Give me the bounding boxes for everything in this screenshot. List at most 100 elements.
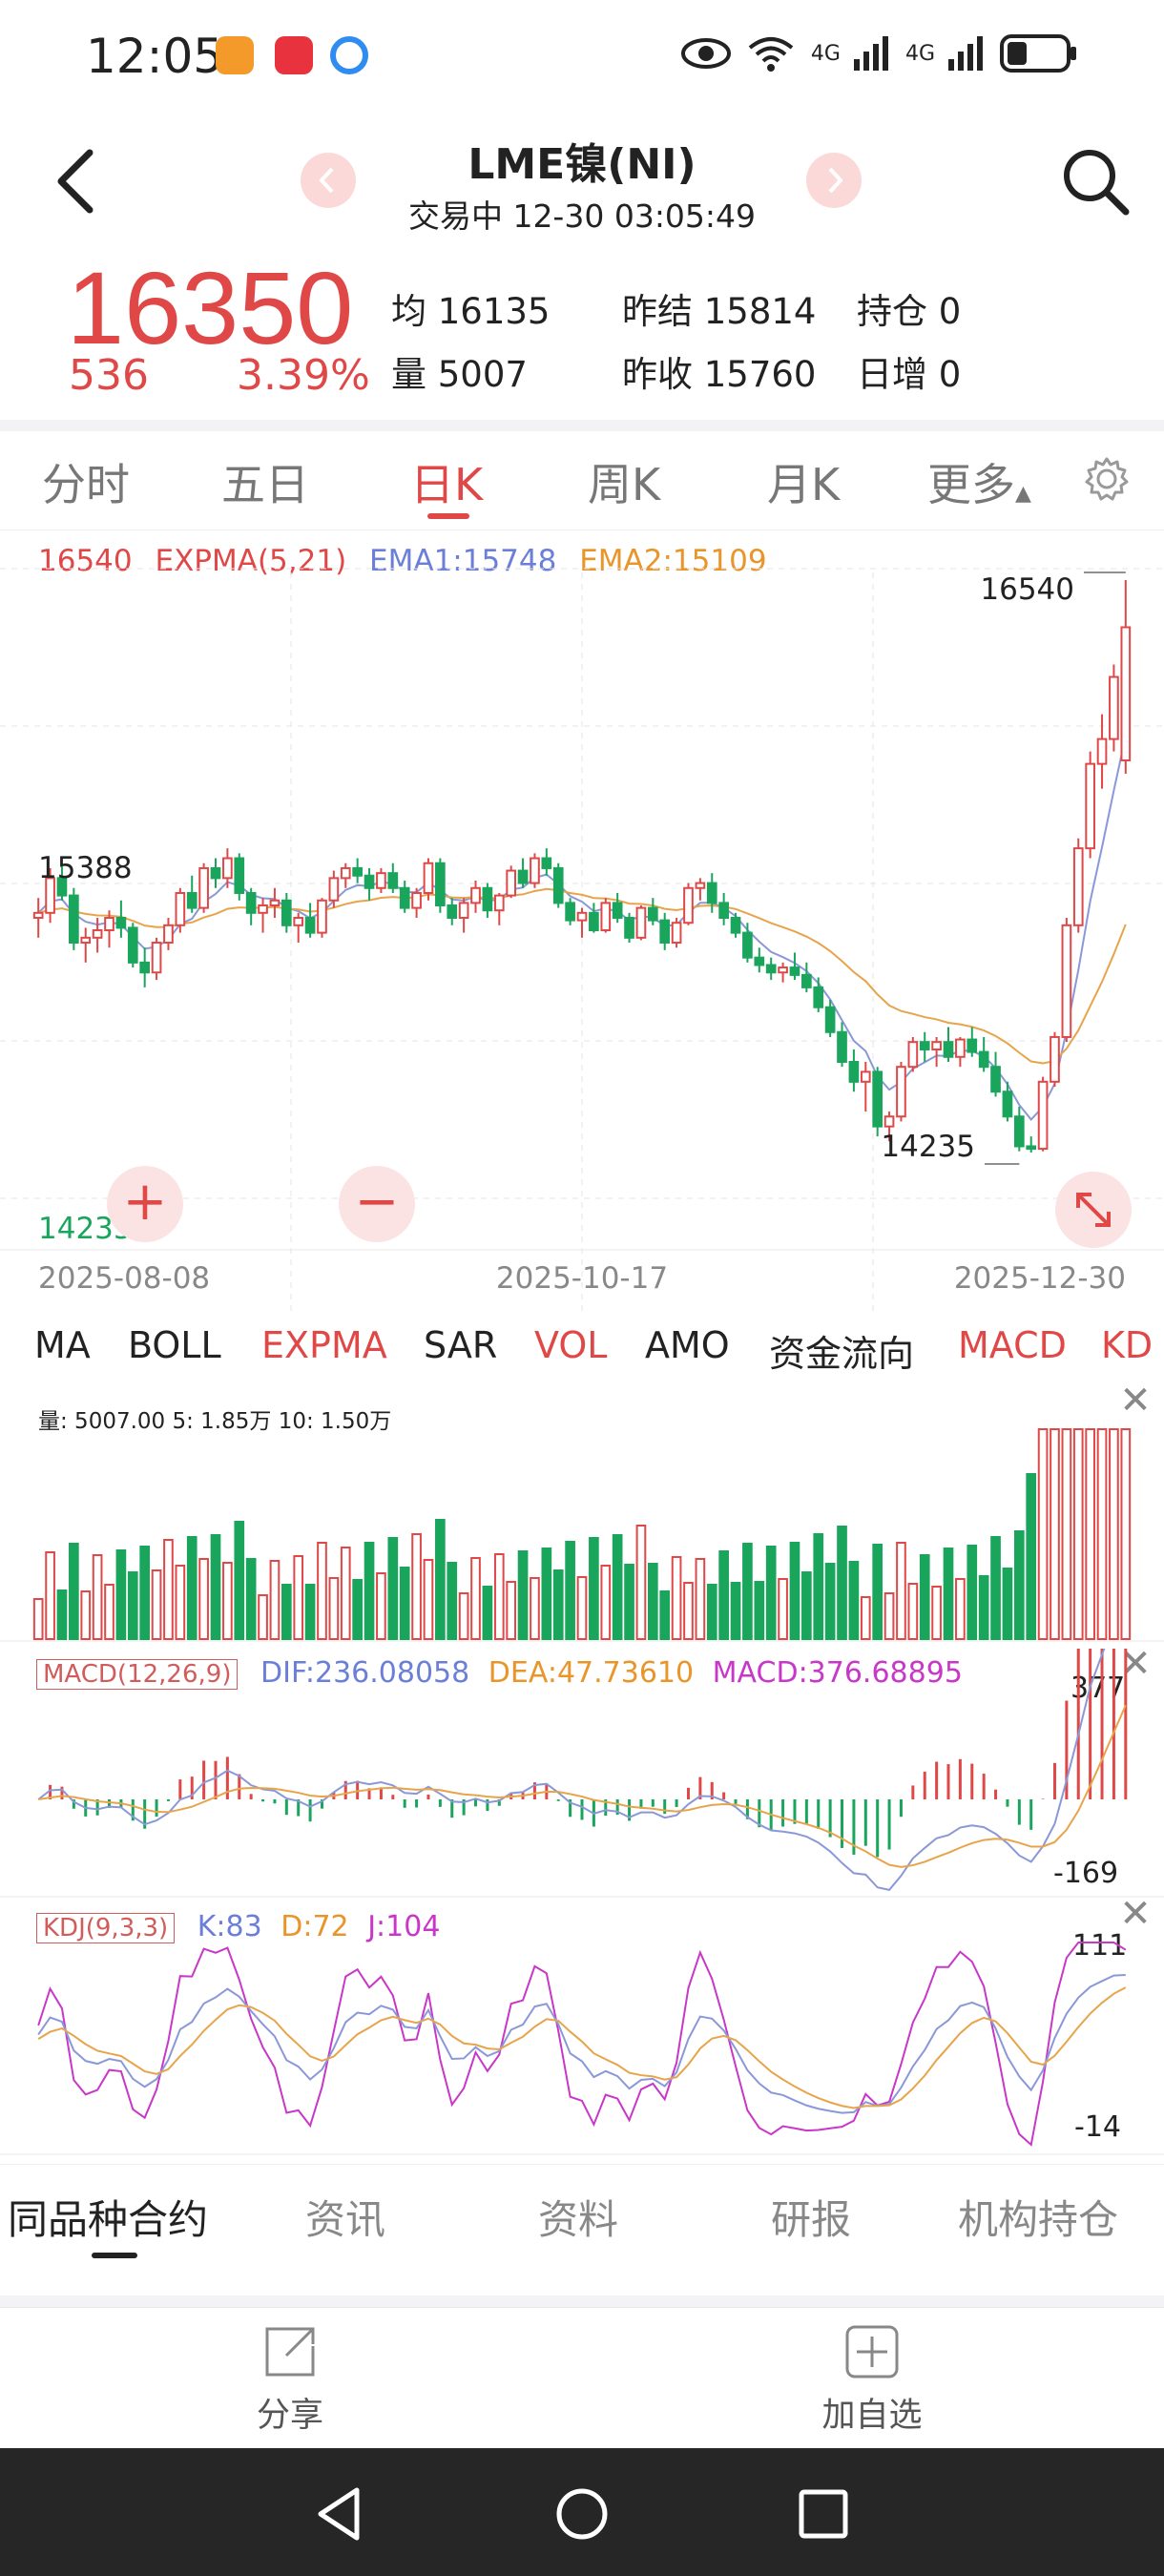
next-contract-button[interactable] bbox=[806, 153, 862, 208]
volume-bar bbox=[730, 1582, 741, 1640]
macd-panel: MACD(12,26,9) DIF:236.08058 DEA:47.73610… bbox=[0, 1645, 1164, 1899]
tab-kd[interactable]: KD bbox=[1101, 1324, 1154, 1366]
zoom-in-button[interactable]: + bbox=[107, 1166, 183, 1242]
tab-daily-k[interactable]: 日K bbox=[410, 459, 484, 510]
tab-same-variety[interactable]: 同品种合约 bbox=[8, 2196, 209, 2243]
tab-weekly-k[interactable]: 周K bbox=[588, 459, 661, 510]
kdj-j-line bbox=[37, 1942, 1127, 2147]
volume-bar bbox=[896, 1542, 906, 1640]
kdj-d: D:72 bbox=[281, 1910, 349, 1943]
volume-bar bbox=[139, 1546, 151, 1640]
candle-body bbox=[576, 911, 588, 922]
high-price-label: 16540 bbox=[980, 572, 1074, 607]
candle-body bbox=[589, 911, 599, 932]
kdj-panel: KDJ(9,3,3) K:83 D:72 J:104 ✕ 111 -14 bbox=[0, 1892, 1164, 2156]
close-volume-icon[interactable]: ✕ bbox=[1119, 1379, 1152, 1423]
tab-expma[interactable]: EXPMA bbox=[261, 1324, 387, 1366]
nav-back-icon[interactable] bbox=[307, 2481, 374, 2547]
volume-bar bbox=[576, 1576, 588, 1640]
volume-bar bbox=[955, 1578, 966, 1640]
volume-bar bbox=[589, 1537, 599, 1640]
volume-bar bbox=[493, 1553, 505, 1640]
kline-chart[interactable]: 16540 EXPMA(5,21) EMA1:15748 EMA2:15109 … bbox=[0, 534, 1164, 1317]
candle-body bbox=[127, 926, 138, 964]
plus-box-icon bbox=[845, 2325, 899, 2379]
active-tab-indicator bbox=[427, 513, 469, 519]
tab-info[interactable]: 资料 bbox=[538, 2196, 619, 2243]
kdj-d-line bbox=[37, 1986, 1127, 2109]
candle-body bbox=[565, 902, 575, 922]
prev-settle-label: 昨结 bbox=[622, 291, 693, 332]
nav-recents-icon[interactable] bbox=[790, 2481, 857, 2547]
gear-icon[interactable] bbox=[1084, 456, 1130, 502]
share-button[interactable]: 分享 bbox=[214, 2323, 366, 2437]
tab-institution-holdings[interactable]: 机构持仓 bbox=[958, 2196, 1119, 2243]
status-bar: 12:05 4G 4G bbox=[0, 0, 1164, 114]
prev-close-value: 15760 bbox=[703, 354, 817, 395]
legend-price: 16540 bbox=[38, 544, 133, 578]
tab-more[interactable]: 更多▲ bbox=[927, 450, 1031, 513]
candle-body bbox=[1050, 1035, 1060, 1083]
volume-bar bbox=[919, 1554, 930, 1640]
period-tabs: 分时 五日 日K 周K 月K 更多▲ bbox=[0, 431, 1164, 530]
tab-macd[interactable]: MACD bbox=[958, 1324, 1067, 1366]
candle-body bbox=[931, 1041, 942, 1050]
candle-body bbox=[1109, 675, 1119, 740]
candle-body bbox=[754, 956, 765, 966]
volume-bar bbox=[245, 1558, 257, 1640]
volume-plot bbox=[0, 1428, 1164, 1642]
volume-bar bbox=[293, 1555, 304, 1640]
candle-body bbox=[647, 906, 658, 922]
tab-ma[interactable]: MA bbox=[34, 1324, 91, 1366]
tab-amo[interactable]: AMO bbox=[645, 1324, 730, 1366]
volume-bar bbox=[92, 1554, 103, 1640]
volume-bar bbox=[872, 1544, 883, 1640]
tab-research[interactable]: 研报 bbox=[771, 2196, 852, 2243]
share-icon bbox=[265, 2327, 315, 2377]
candle-body bbox=[210, 866, 221, 880]
search-icon[interactable] bbox=[1059, 145, 1132, 218]
previous-contract-button[interactable] bbox=[301, 153, 356, 208]
back-arrow-icon[interactable] bbox=[48, 143, 105, 219]
status-icons: 4G 4G bbox=[680, 34, 1078, 73]
add-watchlist-button[interactable]: 加自选 bbox=[796, 2323, 948, 2437]
volume-bar bbox=[1120, 1428, 1132, 1640]
tab-five-day[interactable]: 五日 bbox=[221, 459, 309, 510]
indicator-tabs: MA BOLL EXPMA SAR VOL AMO 资金流向 MACD KD bbox=[0, 1317, 1164, 1378]
close-kdj-icon[interactable]: ✕ bbox=[1119, 1892, 1152, 1936]
tab-sar[interactable]: SAR bbox=[424, 1324, 498, 1366]
date-label: 2025-10-17 bbox=[496, 1261, 668, 1296]
volume-bar bbox=[1085, 1428, 1095, 1640]
fullscreen-button[interactable] bbox=[1055, 1172, 1132, 1248]
candle-body bbox=[695, 882, 706, 889]
volume-bar bbox=[222, 1562, 233, 1640]
candle-body bbox=[32, 911, 44, 920]
volume-panel: 量: 5007.00 5: 1.85万 10: 1.50万 ✕ bbox=[0, 1381, 1164, 1649]
volume-bar bbox=[317, 1542, 327, 1640]
tab-monthly-k[interactable]: 月K bbox=[767, 459, 841, 510]
nav-home-icon[interactable] bbox=[549, 2481, 615, 2547]
candle-body bbox=[848, 1060, 860, 1083]
tab-intraday[interactable]: 分时 bbox=[42, 459, 130, 510]
candle-body bbox=[1085, 762, 1095, 850]
volume-bar bbox=[506, 1581, 517, 1640]
tab-boll[interactable]: BOLL bbox=[128, 1324, 221, 1366]
tab-vol[interactable]: VOL bbox=[534, 1324, 608, 1366]
legend-expma: EXPMA(5,21) bbox=[155, 544, 347, 578]
mid-price-label: 15388 bbox=[38, 851, 133, 885]
caret-down-icon: ▲ bbox=[1015, 482, 1031, 506]
tab-fund-flow[interactable]: 资金流向 bbox=[769, 1333, 915, 1375]
kdj-k-line bbox=[37, 1973, 1126, 2114]
volume-bar bbox=[635, 1525, 647, 1640]
candle-body bbox=[328, 877, 340, 902]
volume-bar bbox=[967, 1545, 978, 1640]
avg-price: 均 16135 bbox=[391, 282, 550, 334]
volume-bar bbox=[671, 1556, 682, 1640]
volume-bar bbox=[435, 1519, 446, 1640]
tab-news[interactable]: 资讯 bbox=[305, 2196, 386, 2243]
zoom-out-button[interactable]: − bbox=[339, 1166, 415, 1242]
volume-bar bbox=[56, 1589, 68, 1640]
candle-body bbox=[813, 986, 824, 1008]
header: LME镍(NI) 交易中 12-30 03:05:49 bbox=[0, 114, 1164, 248]
candle-body bbox=[269, 899, 281, 906]
